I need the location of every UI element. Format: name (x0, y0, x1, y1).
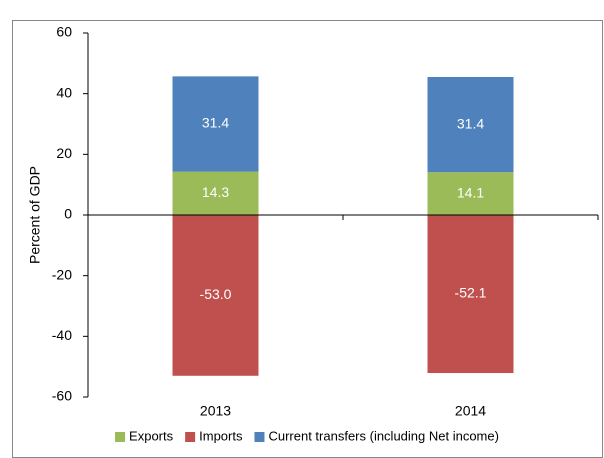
bar-segment (427, 76, 514, 173)
y-tick-label: 20 (56, 145, 72, 161)
x-tick-label: 2014 (455, 403, 486, 419)
data-label: -52.1 (455, 285, 487, 301)
data-label: 14.3 (202, 184, 229, 200)
legend-label: Exports (129, 428, 174, 443)
legend-label: Imports (199, 428, 243, 443)
bar-segment (172, 215, 259, 376)
bar-segment (172, 76, 259, 172)
data-label: 31.4 (202, 115, 229, 131)
y-tick-label: 40 (56, 84, 72, 100)
data-label: -53.0 (200, 286, 232, 302)
y-tick-label: 60 (56, 24, 72, 40)
bar-segment (427, 215, 514, 374)
y-axis-label: Percent of GDP (27, 166, 43, 264)
data-label: 31.4 (457, 115, 484, 131)
legend-swatch (254, 432, 265, 442)
y-tick-label: -20 (52, 266, 72, 282)
y-tick-label: 0 (64, 206, 72, 222)
chart-border (12, 20, 603, 458)
data-label: 14.1 (457, 184, 484, 200)
bar-segment (172, 171, 259, 215)
y-tick-label: -60 (52, 388, 72, 404)
y-tick-label: -40 (52, 327, 72, 343)
legend-swatch (185, 432, 196, 442)
legend: Exports Imports Current transfers (includi… (115, 428, 499, 443)
bar-segment (427, 172, 514, 215)
legend-swatch (115, 432, 126, 442)
legend-label: Current transfers (including Net income) (268, 428, 498, 443)
x-tick-label: 2013 (200, 403, 231, 419)
